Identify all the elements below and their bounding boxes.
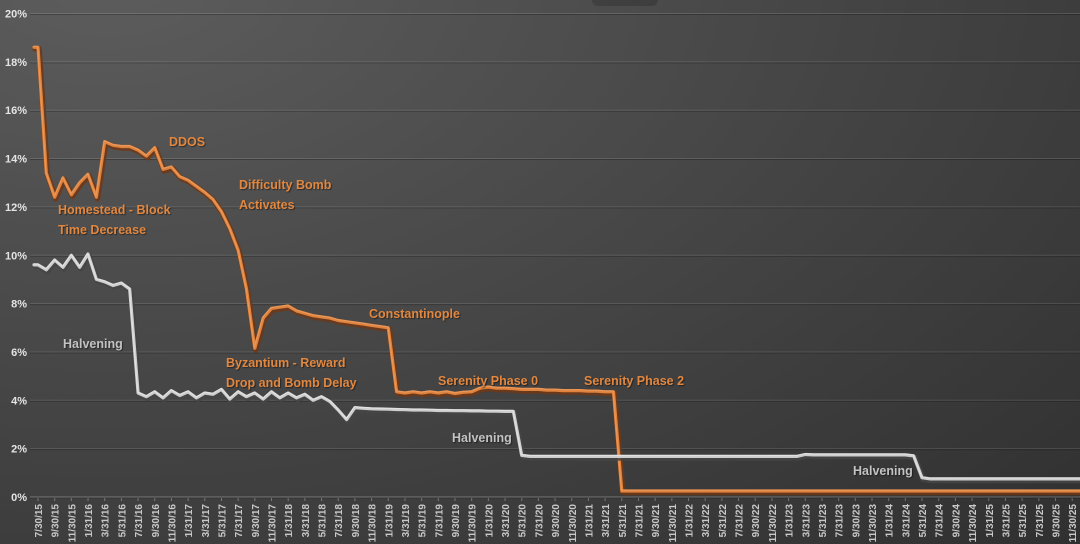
x-axis-tick-label: 1/31/18 xyxy=(284,504,295,538)
x-axis-tick-label: 7/31/19 xyxy=(434,504,445,538)
x-axis-tick-label: 9/30/21 xyxy=(651,504,662,538)
x-axis-tick-label: 9/30/16 xyxy=(151,504,162,538)
x-axis-tick-label: 1/31/22 xyxy=(685,504,696,538)
x-axis-tick-label: 1/31/17 xyxy=(184,504,195,538)
x-axis-tick-label: 3/31/19 xyxy=(401,504,412,538)
x-axis-tick-label: 9/30/15 xyxy=(51,504,62,538)
x-axis-tick-label: 11/30/15 xyxy=(67,504,78,543)
x-axis-tick-label: 9/30/17 xyxy=(251,504,262,538)
x-axis-tick-label: 9/30/25 xyxy=(1051,504,1062,538)
x-axis-tick-label: 9/30/22 xyxy=(751,504,762,538)
x-axis-tick-label: 11/30/25 xyxy=(1068,504,1079,543)
x-axis-tick-label: 11/30/20 xyxy=(568,504,579,543)
y-axis-tick-label: 4% xyxy=(11,395,27,407)
x-axis-tick-label: 5/31/18 xyxy=(318,504,329,538)
x-axis-tick-label: 3/31/24 xyxy=(901,504,912,538)
x-axis-tick-label: 1/31/25 xyxy=(985,504,996,538)
y-axis-tick-label: 6% xyxy=(11,347,27,359)
x-axis-tick-label: 3/31/18 xyxy=(301,504,312,538)
y-axis-tick-label: 16% xyxy=(5,105,27,117)
x-axis-tick-label: 11/30/18 xyxy=(368,504,379,543)
x-axis-tick-label: 7/31/24 xyxy=(935,504,946,538)
x-axis-tick-label: 11/30/19 xyxy=(468,504,479,543)
x-axis-tick-label: 11/30/23 xyxy=(868,504,879,543)
x-axis-tick-label: 7/31/20 xyxy=(534,504,545,538)
x-axis-tick-label: 7/31/16 xyxy=(134,504,145,538)
x-axis-tick-label: 5/31/19 xyxy=(418,504,429,538)
x-axis-tick-label: 1/31/21 xyxy=(584,504,595,538)
x-axis-tick-label: 7/31/21 xyxy=(634,504,645,538)
series-line-gray-series xyxy=(32,252,1080,481)
series-edge-gray-series xyxy=(32,252,1080,484)
series-edge-orange-series xyxy=(32,45,1080,496)
series-highlight-orange-series xyxy=(32,45,1080,491)
x-axis-tick-label: 11/30/24 xyxy=(968,504,979,543)
y-axis-tick-label: 10% xyxy=(5,250,27,262)
x-axis-tick-label: 3/31/16 xyxy=(101,504,112,538)
x-axis-tick-label: 7/31/23 xyxy=(835,504,846,538)
y-axis-tick-label: 12% xyxy=(5,202,27,214)
x-axis-tick-label: 1/31/19 xyxy=(384,504,395,538)
x-axis-tick-label: 9/30/20 xyxy=(551,504,562,538)
x-axis-tick-label: 9/30/23 xyxy=(851,504,862,538)
series-highlight-gray-series xyxy=(32,252,1080,479)
x-axis-tick-label: 5/31/24 xyxy=(918,504,929,538)
y-axis-tick-label: 18% xyxy=(5,57,27,69)
x-axis-tick-label: 9/30/24 xyxy=(951,504,962,538)
x-axis-tick-label: 7/31/25 xyxy=(1035,504,1046,538)
x-axis-tick-label: 1/31/16 xyxy=(84,504,95,538)
x-axis-tick-label: 9/30/18 xyxy=(351,504,362,538)
y-axis-tick-label: 8% xyxy=(11,299,27,311)
x-axis-tick-label: 7/31/22 xyxy=(735,504,746,538)
x-axis-tick-label: 11/30/22 xyxy=(768,504,779,543)
x-axis-tick-label: 9/30/19 xyxy=(451,504,462,538)
x-axis-tick-label: 11/30/16 xyxy=(167,504,178,543)
x-axis-tick-label: 5/31/20 xyxy=(518,504,529,538)
x-axis-tick-label: 5/31/17 xyxy=(217,504,228,538)
x-axis-tick-label: 5/31/23 xyxy=(818,504,829,538)
x-axis-tick-label: 1/31/24 xyxy=(885,504,896,538)
x-axis-tick-label: 5/31/16 xyxy=(117,504,128,538)
x-axis-tick-label: 11/30/17 xyxy=(268,504,279,543)
x-axis-tick-label: 5/31/21 xyxy=(618,504,629,538)
x-axis-tick-label: 3/31/20 xyxy=(501,504,512,538)
x-axis-tick-label: 5/31/22 xyxy=(718,504,729,538)
x-axis-tick-label: 11/30/21 xyxy=(668,504,679,543)
x-axis-tick-label: 7/30/15 xyxy=(34,504,45,538)
x-axis-tick-label: 5/31/25 xyxy=(1018,504,1029,538)
x-axis-tick-label: 3/31/21 xyxy=(601,504,612,538)
x-axis-tick-label: 3/31/23 xyxy=(801,504,812,538)
y-axis-tick-label: 20% xyxy=(5,9,27,21)
x-axis-tick-label: 7/31/17 xyxy=(234,504,245,538)
y-axis-tick-label: 2% xyxy=(11,444,27,456)
x-axis-tick-label: 7/31/18 xyxy=(334,504,345,538)
x-axis-tick-label: 3/31/22 xyxy=(701,504,712,538)
x-axis-tick-label: 3/31/17 xyxy=(201,504,212,538)
x-axis-tick-label: 3/31/25 xyxy=(1001,504,1012,538)
y-axis-tick-label: 0% xyxy=(11,492,27,504)
series-line-orange-series xyxy=(32,45,1080,493)
cropped-title-artifact xyxy=(592,0,658,6)
x-axis-tick-label: 1/31/20 xyxy=(484,504,495,538)
x-axis-tick-label: 1/31/23 xyxy=(785,504,796,538)
y-axis-tick-label: 14% xyxy=(5,154,27,166)
